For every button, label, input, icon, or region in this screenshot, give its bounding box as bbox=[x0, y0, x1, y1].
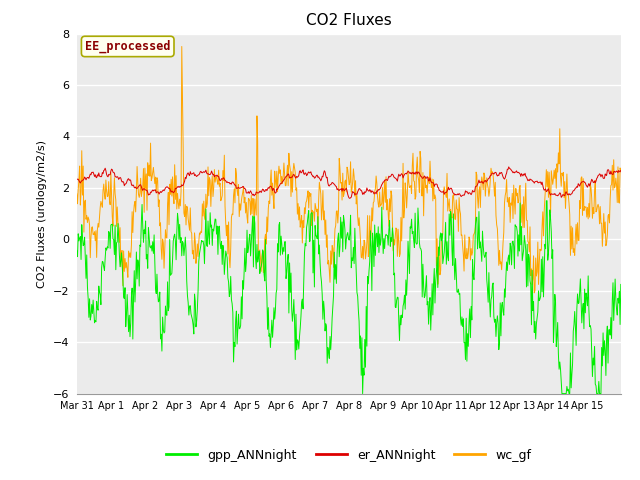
Text: EE_processed: EE_processed bbox=[85, 40, 170, 53]
Legend: gpp_ANNnight, er_ANNnight, wc_gf: gpp_ANNnight, er_ANNnight, wc_gf bbox=[161, 444, 536, 467]
Y-axis label: CO2 Fluxes (urology/m2/s): CO2 Fluxes (urology/m2/s) bbox=[37, 140, 47, 288]
Title: CO2 Fluxes: CO2 Fluxes bbox=[306, 13, 392, 28]
